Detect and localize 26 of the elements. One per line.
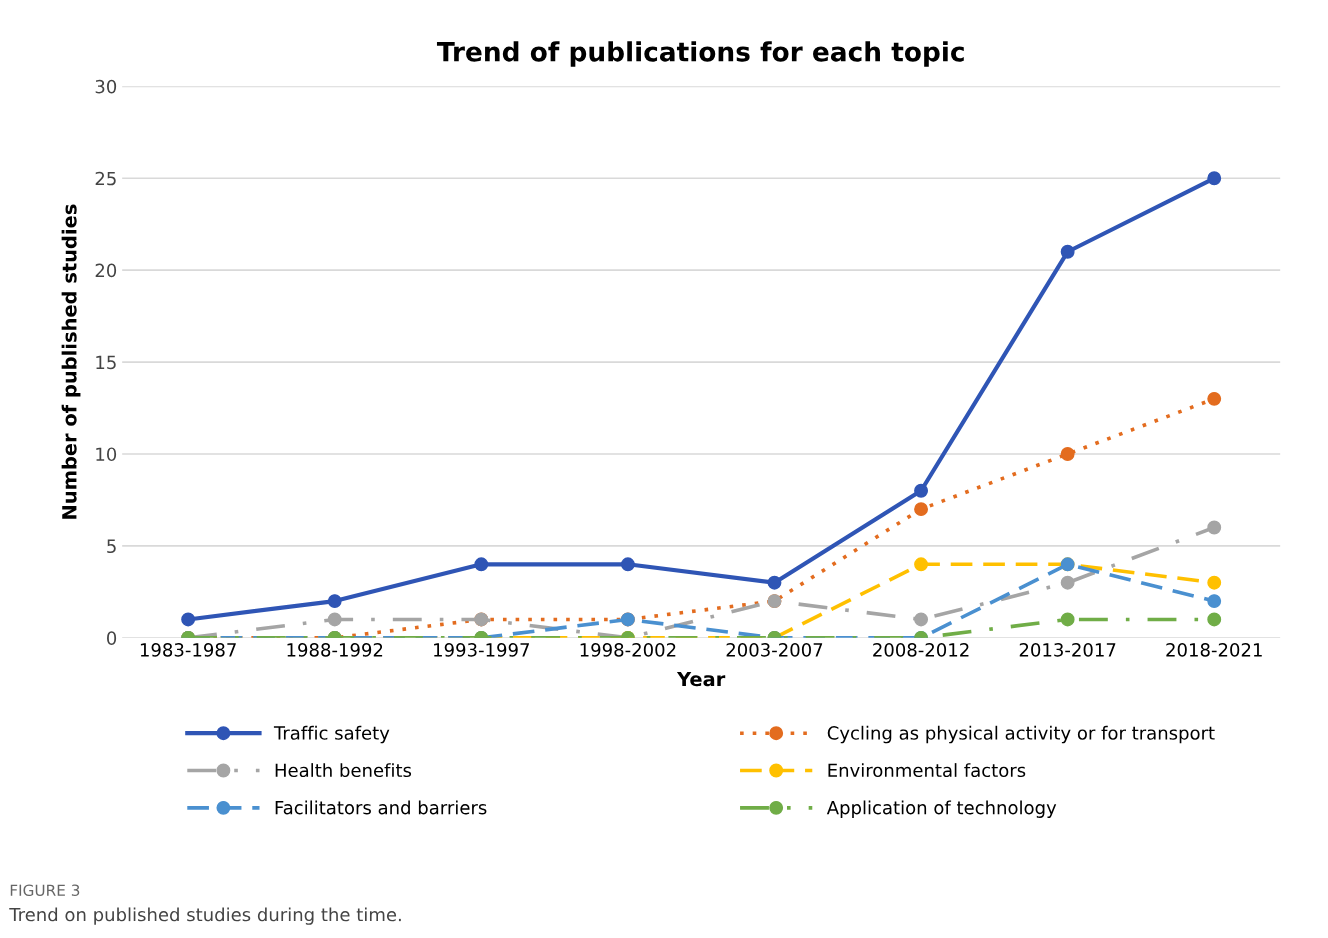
x-tick-label: 2013-2017: [1019, 643, 1116, 657]
legend-label: Application of technology: [826, 800, 1057, 818]
x-tick-label: 1983-1987: [140, 643, 236, 657]
y-tick-label: 0: [107, 631, 117, 645]
x-tick-label: 2018-2021: [1166, 643, 1262, 657]
x-tick-label: 2003-2007: [726, 643, 823, 657]
y-tick-label: 20: [95, 263, 117, 278]
text: Trend on published studies during the time.: [9, 907, 401, 925]
legend-label: Health benefits: [275, 763, 412, 778]
x-tick-label: 1993-1997: [434, 643, 529, 657]
y-tick-label: 15: [96, 355, 116, 370]
legend-label: Facilitators and barriers: [275, 800, 487, 815]
y-tick-label: 10: [96, 447, 117, 462]
caption: FIGURE 3: [10, 884, 80, 897]
x-tick-label: 1988-1992: [287, 643, 383, 657]
y-tick-label: 25: [95, 171, 116, 186]
legend-label: Cycling as physical activity or for transport: [827, 725, 1215, 744]
x-tick-label: 2008-2012: [873, 643, 969, 657]
y-tick-label: 5: [107, 539, 116, 554]
y-tick-label: 30: [95, 79, 117, 94]
legend-label: Environmental factors: [828, 763, 1026, 778]
x-tick-label: 1998-2002: [580, 643, 676, 657]
chart-title: Trend of publications for each topic: [436, 41, 964, 67]
x-axis-title: Year: [676, 671, 726, 687]
y-axis-title: Number of published studies: [61, 204, 81, 519]
legend-label: Traffic safety: [273, 725, 390, 744]
